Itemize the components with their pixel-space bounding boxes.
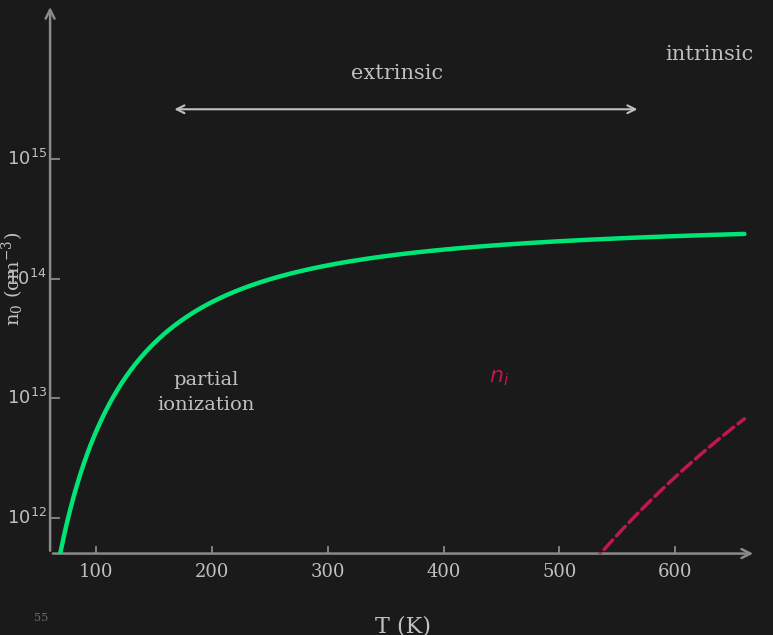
Text: $10^{13}$: $10^{13}$ <box>7 388 46 408</box>
Text: $10^{12}$: $10^{12}$ <box>7 507 46 528</box>
Text: 500: 500 <box>542 563 577 581</box>
Text: intrinsic: intrinsic <box>666 45 754 64</box>
Text: 400: 400 <box>427 563 461 581</box>
Text: partial
ionization: partial ionization <box>158 371 255 414</box>
Text: $n_i$: $n_i$ <box>489 366 509 388</box>
Text: $10^{14}$: $10^{14}$ <box>6 269 46 289</box>
Text: $10^{15}$: $10^{15}$ <box>7 149 46 170</box>
Text: 100: 100 <box>79 563 114 581</box>
Text: extrinsic: extrinsic <box>351 64 443 83</box>
Text: 300: 300 <box>311 563 345 581</box>
Text: $\mathregular{n_0\ (cm^{-3})}$: $\mathregular{n_0\ (cm^{-3})}$ <box>0 232 26 326</box>
Text: 55: 55 <box>33 613 48 624</box>
Text: 600: 600 <box>658 563 692 581</box>
Text: T (K): T (K) <box>375 616 431 635</box>
Text: 200: 200 <box>195 563 230 581</box>
